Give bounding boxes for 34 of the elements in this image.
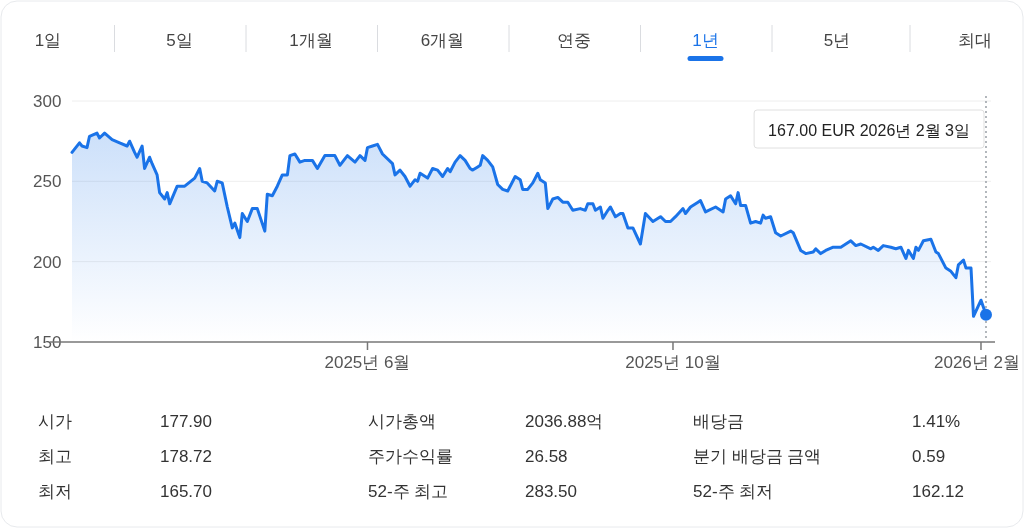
text: 1개월 [289, 31, 333, 50]
text: 배당금 [693, 412, 744, 431]
text: 283.50 [525, 482, 577, 501]
text: 1일 [34, 31, 62, 50]
text: 52-주 최고 [368, 482, 449, 501]
text: 165.70 [160, 482, 212, 501]
text: 177.90 [160, 412, 212, 431]
text: 6개월 [420, 31, 465, 50]
x-tick-label: 2026년 2월 [934, 353, 1020, 372]
text: 시가 [38, 412, 72, 431]
text: 분기 배당금 금액 [693, 447, 822, 466]
text: 1.41% [912, 412, 961, 431]
y-tick-label: 300 [33, 92, 62, 111]
text: 178.72 [160, 447, 212, 466]
text: 5일 [166, 31, 193, 50]
text: 26.58 [525, 447, 568, 466]
text: 시가총액 [368, 412, 436, 431]
text: 최대 [958, 31, 992, 50]
text: 최고 [38, 447, 72, 466]
x-tick-label: 2025년 10월 [625, 353, 721, 372]
text: 최저 [38, 482, 72, 501]
text: 1년 [692, 31, 719, 50]
y-tick-label: 200 [33, 252, 62, 272]
y-tick-label: 250 [33, 172, 62, 192]
text: 162.12 [912, 482, 964, 501]
text: 0.59 [912, 447, 946, 466]
text: 주가수익률 [368, 447, 453, 466]
annotation: 167.00 EUR 2026년 2월 3일 [768, 122, 970, 139]
x-tick-label: 2025년 6월 [324, 353, 411, 372]
text: 52-주 최저 [693, 482, 774, 501]
text: 연중 [557, 31, 591, 50]
text: 5년 [823, 31, 851, 50]
y-tick-label: 150 [33, 333, 62, 352]
text: 2036.88억 [525, 412, 604, 431]
